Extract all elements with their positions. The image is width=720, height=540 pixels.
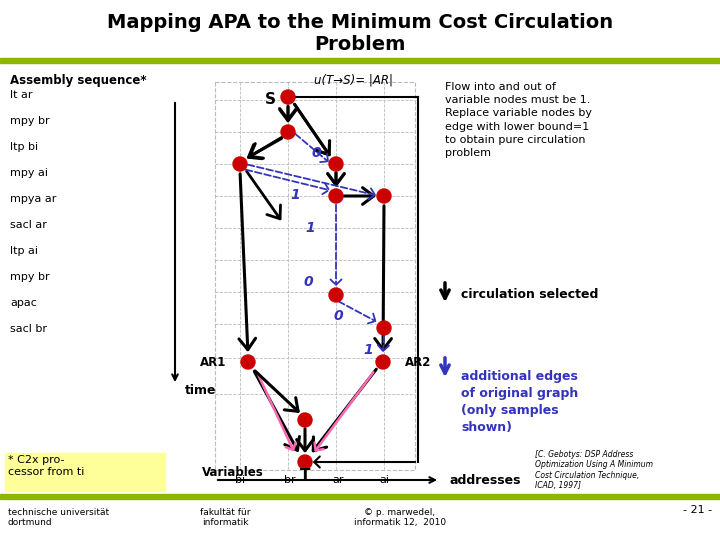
Text: Mapping APA to the Minimum Cost Circulation: Mapping APA to the Minimum Cost Circulat… (107, 12, 613, 31)
Text: additional edges
of original graph
(only samples
shown): additional edges of original graph (only… (461, 370, 578, 434)
Text: S: S (264, 91, 276, 106)
Text: AR1: AR1 (199, 355, 226, 368)
Text: u(T→S)= |AR|: u(T→S)= |AR| (313, 73, 392, 86)
Text: 0: 0 (303, 275, 312, 289)
Circle shape (281, 90, 295, 104)
Text: T: T (300, 469, 310, 483)
Circle shape (329, 288, 343, 302)
Circle shape (281, 125, 295, 139)
Circle shape (298, 413, 312, 427)
Text: ai: ai (379, 475, 389, 485)
Text: 1: 1 (290, 188, 300, 202)
Circle shape (298, 455, 312, 469)
Bar (5, 453, 165, 491)
Text: mpy br: mpy br (10, 272, 50, 282)
Text: mpy br: mpy br (10, 116, 50, 126)
Text: ar: ar (332, 475, 343, 485)
Circle shape (376, 355, 390, 369)
Text: br: br (284, 475, 296, 485)
Text: lt ar: lt ar (10, 90, 32, 100)
Text: 1: 1 (363, 343, 373, 357)
Text: 0: 0 (311, 146, 321, 160)
Bar (0, 58, 720, 63)
Circle shape (241, 355, 255, 369)
Text: Assembly sequence*: Assembly sequence* (10, 74, 147, 87)
Text: addresses: addresses (450, 474, 521, 487)
Text: © p. marwedel,
informatik 12,  2010: © p. marwedel, informatik 12, 2010 (354, 508, 446, 528)
Text: Flow into and out of
variable nodes must be 1.
Replace variable nodes by
edge wi: Flow into and out of variable nodes must… (445, 82, 592, 158)
Text: * C2x pro-
cessor from ti: * C2x pro- cessor from ti (8, 455, 84, 477)
Circle shape (329, 189, 343, 203)
Circle shape (329, 157, 343, 171)
Text: sacl br: sacl br (10, 324, 47, 334)
Text: circulation selected: circulation selected (461, 288, 598, 301)
Text: Problem: Problem (315, 35, 405, 53)
Bar (215, 82, 415, 470)
Text: sacl ar: sacl ar (10, 220, 47, 230)
Text: mpya ar: mpya ar (10, 194, 56, 204)
Bar (0, 494, 720, 499)
Circle shape (377, 189, 391, 203)
Text: ltp ai: ltp ai (10, 246, 38, 256)
Text: mpy ai: mpy ai (10, 168, 48, 178)
Text: Variables: Variables (202, 465, 264, 478)
Text: fakultät für
informatik: fakultät für informatik (199, 508, 251, 528)
Text: technische universität
dortmund: technische universität dortmund (8, 508, 109, 528)
Text: time: time (185, 383, 217, 396)
Circle shape (377, 321, 391, 335)
Text: [C. Gebotys: DSP Address
Optimization Using A Minimum
Cost Circulation Technique: [C. Gebotys: DSP Address Optimization Us… (535, 450, 653, 490)
Text: 1: 1 (305, 221, 315, 235)
Text: AR2: AR2 (405, 355, 431, 368)
Text: apac: apac (10, 298, 37, 308)
Text: bi: bi (235, 475, 245, 485)
Text: - 21 -: - 21 - (683, 505, 712, 515)
Circle shape (233, 157, 247, 171)
Text: ltp bi: ltp bi (10, 142, 38, 152)
Text: 0: 0 (333, 309, 343, 323)
